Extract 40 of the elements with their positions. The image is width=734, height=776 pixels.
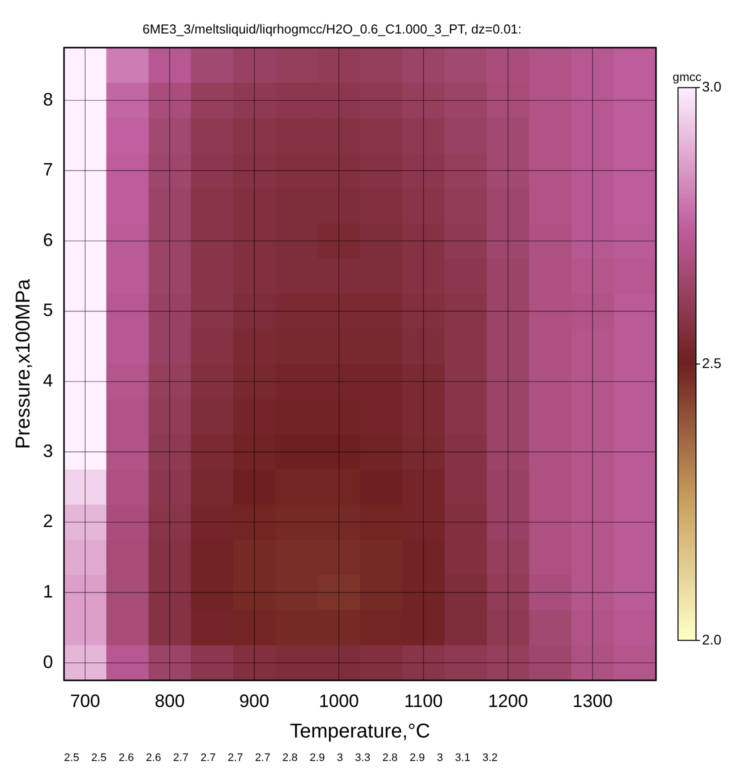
x-tick-label: 1000	[318, 691, 359, 712]
y-tick-label: 8	[42, 89, 54, 110]
x-tick-label: 700	[70, 691, 100, 712]
text: 3.1	[455, 752, 470, 764]
text: 2.9	[410, 752, 425, 764]
color-bar-title: gmcc	[672, 70, 702, 84]
x-tick-label: 900	[239, 691, 270, 712]
text: 2.7	[200, 752, 216, 764]
y-tick-label: 6	[42, 230, 54, 250]
text: 3	[436, 752, 444, 764]
y-tick-label: 5	[42, 300, 54, 320]
text: 2.8	[282, 752, 298, 764]
text: 3.2	[482, 752, 498, 764]
y-tick-label: 2	[42, 511, 54, 532]
color-bar-label: 3.0	[702, 78, 722, 94]
color-bar-label: 2.5	[702, 354, 722, 371]
color-bar-label: 2.0	[702, 631, 722, 648]
text: 2.7	[173, 752, 188, 764]
text: 2.7	[255, 752, 270, 764]
y-tick-label: 0	[42, 652, 54, 672]
text: 2.5	[64, 752, 80, 764]
chart-title: 6ME3_3/meltsliquid/liqrhogmcc/H2O_0.6_C1.000_3_PT, dz=0.01:	[142, 21, 522, 36]
x-tick-label: 1300	[572, 691, 613, 712]
y-tick-label: 3	[42, 440, 54, 461]
y-tick-label: 1	[42, 581, 54, 602]
text: 2.8	[382, 752, 398, 764]
y-tick-label: 4	[42, 370, 54, 391]
y-tick-label: 7	[42, 160, 54, 180]
text: 2.7	[228, 752, 244, 764]
text: 3	[336, 752, 344, 764]
x-axis-title: Temperature,°C	[290, 720, 430, 743]
y-axis-title: Pressure,x100MPa	[12, 278, 35, 450]
x-tick-label: 1100	[404, 691, 443, 712]
text: 2.5	[91, 752, 107, 764]
text: 2.9	[310, 752, 325, 764]
text: 2.6	[146, 752, 162, 764]
x-tick-label: 800	[154, 691, 185, 712]
text: 3.3	[355, 752, 370, 764]
text: 2.6	[118, 752, 134, 764]
x-tick-label: 1200	[488, 691, 528, 712]
